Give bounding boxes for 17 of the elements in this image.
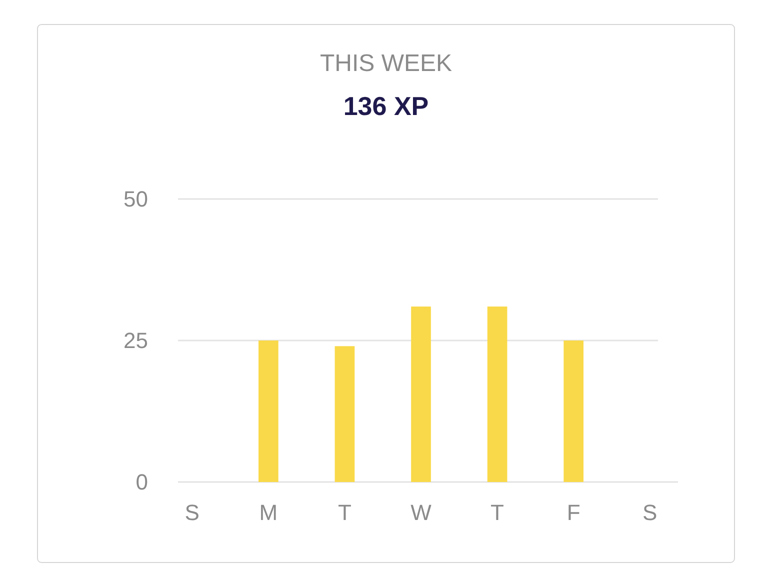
bar — [411, 306, 431, 482]
chart-subtitle: 136 XP — [343, 91, 429, 121]
x-tick-label: T — [338, 500, 352, 525]
chart-title: THIS WEEK — [320, 50, 452, 77]
bar — [258, 340, 278, 482]
y-tick-label: 50 — [124, 186, 148, 212]
x-tick-label: T — [490, 500, 504, 525]
x-tick-label: W — [410, 500, 432, 525]
x-tick-label: M — [259, 500, 278, 525]
x-tick-label: F — [566, 500, 580, 525]
y-tick-label: 0 — [136, 470, 148, 495]
y-tick-label: 25 — [124, 328, 148, 354]
x-tick-label: S — [642, 500, 658, 525]
bar — [334, 346, 355, 482]
bar — [487, 306, 508, 482]
bar — [564, 340, 584, 482]
x-tick-label: S — [184, 500, 200, 525]
